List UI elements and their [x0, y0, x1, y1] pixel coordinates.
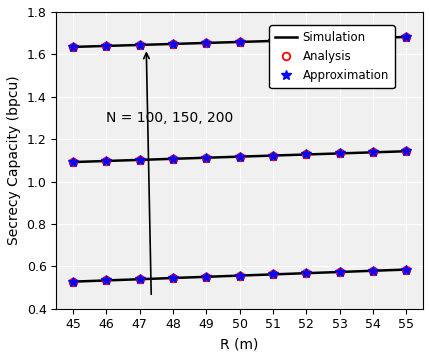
X-axis label: R (m): R (m): [221, 337, 259, 351]
Text: N = 100, 150, 200: N = 100, 150, 200: [106, 111, 233, 125]
Legend: Simulation, Analysis, Approximation: Simulation, Analysis, Approximation: [269, 25, 395, 88]
Y-axis label: Secrecy Capacity (bpcu): Secrecy Capacity (bpcu): [7, 76, 21, 245]
